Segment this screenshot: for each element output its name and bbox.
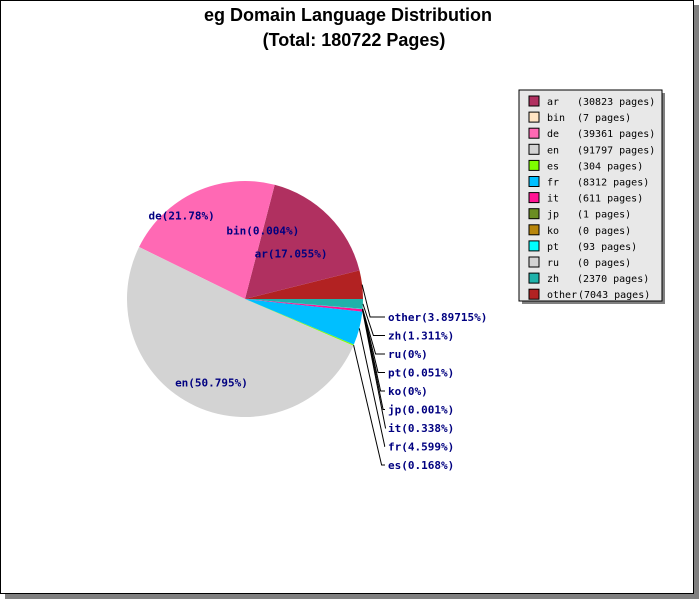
chart-title-line1: eg Domain Language Distribution: [204, 5, 492, 25]
pie-slice-jp: [245, 299, 363, 310]
pie-slice-other: [245, 270, 363, 299]
legend-swatch-it: [528, 192, 540, 204]
leader-line-fr: [358, 328, 386, 447]
pie-slice-ar: [245, 184, 360, 299]
legend-swatch-fr: [528, 176, 540, 187]
legend-pages-de: (39361 pages): [577, 129, 655, 140]
slice-label-ar: ar(17.055%): [255, 247, 328, 260]
slice-label-ko: ko(0%): [388, 385, 428, 398]
legend-code-ko: ko: [547, 226, 559, 237]
pie-slice-fr: [245, 299, 363, 345]
legend-pages-es: (304 pages): [577, 161, 643, 172]
legend-swatch-ru: [528, 256, 540, 268]
leader-line-ru: [362, 308, 385, 355]
slice-label-it: it(0.338%): [388, 422, 454, 435]
pie-slices: [126, 181, 363, 418]
legend-swatch-ko: [528, 224, 540, 236]
slice-label-fr: fr(4.599%): [388, 441, 454, 454]
legend-pages-bin: (7 pages): [577, 113, 631, 124]
legend-pages-ru: (0 pages): [577, 258, 631, 269]
legend-code-ar: ar: [547, 97, 559, 108]
legend-pages-ko: (0 pages): [577, 226, 631, 237]
legend-code-jp: jp: [547, 210, 559, 221]
slice-label-en: en(50.795%): [175, 377, 248, 390]
legend-code-ru: ru: [547, 258, 559, 269]
legend-swatch-de: [528, 127, 540, 139]
legend-pages-ar: (30823 pages): [577, 97, 655, 108]
legend-code-es: es: [547, 161, 559, 172]
leader-line-jp: [362, 308, 385, 410]
legend-code-de: de: [547, 129, 559, 140]
legend-code-bin: bin: [547, 113, 565, 124]
slice-label-pt: pt(0.051%): [388, 367, 454, 380]
legend-swatch-ar: [528, 95, 540, 107]
chart-title-line2: (Total: 180722 Pages): [263, 30, 446, 50]
pie-slice-en: [126, 247, 354, 418]
leader-line-other: [361, 284, 385, 318]
pie-slice-es: [245, 299, 354, 346]
slice-label-ru: ru(0%): [388, 348, 428, 361]
legend-swatch-other: [528, 288, 540, 300]
legend-code-it: it: [547, 194, 559, 205]
pie-slice-bin: [245, 184, 275, 299]
pie-slice-de: [139, 181, 275, 299]
legend-box: [518, 89, 663, 302]
legend: ar (30823 pages) bin (7 pages) de (39361 page…: [518, 89, 665, 304]
legend-swatch-es: [528, 159, 540, 171]
legend-swatch-zh: [528, 272, 540, 284]
leader-line-pt: [362, 308, 385, 373]
legend-swatch-jp: [528, 208, 540, 220]
legend-pages-pt: (93 pages): [577, 242, 637, 253]
leader-line-zh: [362, 303, 385, 336]
slice-label-bin: bin(0.004%): [226, 225, 299, 238]
legend-code-fr: fr: [547, 178, 559, 189]
legend-code-en: en: [547, 145, 559, 156]
slice-label-es: es(0.168%): [388, 459, 454, 472]
legend-pages-other: (7043 pages): [578, 290, 650, 301]
pie-slice-pt: [245, 299, 363, 310]
legend-code-other: other: [547, 290, 577, 301]
legend-pages-en: (91797 pages): [577, 145, 655, 156]
legend-pages-fr: (8312 pages): [577, 178, 649, 189]
pie-slice-zh: [245, 299, 363, 309]
slice-label-other: other(3.89715%): [388, 311, 487, 324]
legend-code-pt: pt: [547, 242, 559, 253]
legend-swatch-pt: [528, 240, 540, 252]
slice-labels: ar(17.055%) bin(0.004%) de(21.78%) en(50.79…: [148, 209, 487, 472]
legend-pages-zh: (2370 pages): [577, 274, 649, 285]
legend-swatch-bin: [528, 111, 540, 123]
slice-label-zh: zh(1.311%): [388, 330, 454, 343]
slice-label-jp: jp(0.001%): [388, 404, 454, 417]
leader-line-it: [362, 310, 387, 429]
legend-code-zh: zh: [547, 274, 559, 285]
legend-pages-jp: (1 pages): [577, 210, 631, 221]
legend-pages-it: (611 pages): [577, 194, 643, 205]
leader-line-es: [353, 344, 385, 466]
pie-slice-it: [245, 299, 363, 312]
slice-label-de: de(21.78%): [148, 209, 214, 222]
legend-swatch-en: [528, 143, 540, 155]
